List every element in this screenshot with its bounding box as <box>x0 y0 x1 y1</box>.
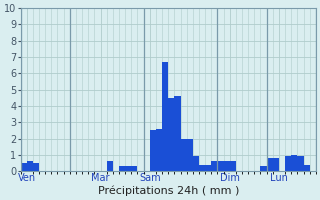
X-axis label: Précipitations 24h ( mm ): Précipitations 24h ( mm ) <box>98 185 239 196</box>
Bar <box>285 156 291 171</box>
Bar <box>267 158 273 171</box>
Bar <box>125 166 131 171</box>
Bar <box>273 158 279 171</box>
Bar <box>33 163 39 171</box>
Bar <box>107 161 113 171</box>
Bar <box>211 161 217 171</box>
Bar <box>193 156 199 171</box>
Bar <box>150 130 156 171</box>
Bar <box>291 155 297 171</box>
Bar <box>162 62 168 171</box>
Bar <box>187 139 193 171</box>
Bar <box>217 161 224 171</box>
Bar <box>174 96 180 171</box>
Bar <box>224 161 230 171</box>
Bar <box>131 166 138 171</box>
Bar <box>297 156 304 171</box>
Bar <box>119 166 125 171</box>
Bar <box>20 163 27 171</box>
Bar <box>260 166 267 171</box>
Bar <box>27 161 33 171</box>
Bar <box>156 129 162 171</box>
Bar <box>180 139 187 171</box>
Bar <box>230 161 236 171</box>
Bar <box>199 165 205 171</box>
Bar <box>168 98 174 171</box>
Bar <box>304 165 310 171</box>
Bar <box>205 165 211 171</box>
